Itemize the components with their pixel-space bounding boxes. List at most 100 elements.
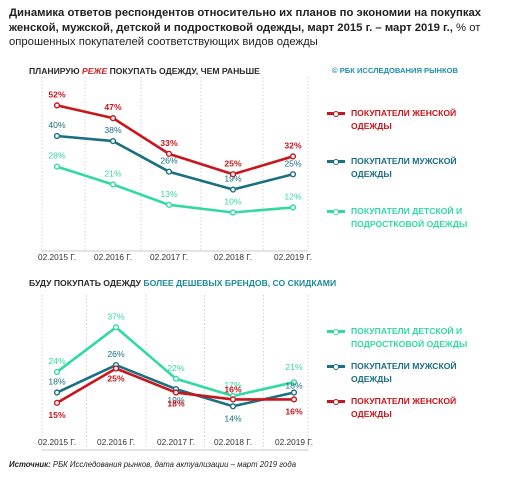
data-point bbox=[165, 201, 173, 208]
panel2-plot: 02.2015 Г. 02.2016 Г. 02.2017 Г. 02.2018 Г.… bbox=[38, 295, 313, 451]
data-label: 21% bbox=[104, 168, 122, 178]
data-label: 19% bbox=[224, 174, 242, 184]
data-label: 14% bbox=[224, 413, 242, 423]
panel-cheaper-brands: БУДУ ПОКУПАТЬ ОДЕЖДУ БОЛЕЕ ДЕШЕВЫХ БРЕНД… bbox=[12, 275, 510, 455]
legend-label-line: ОДЕЖДЫ bbox=[351, 120, 392, 131]
legend-label: ПОКУПАТЕЛИ МУЖСКОЙ ОДЕЖДЫ bbox=[351, 360, 501, 385]
data-point bbox=[290, 379, 298, 386]
data-point bbox=[289, 153, 297, 160]
legend-label-line: ПОДРОСТКОВОЙ ОДЕЖДЫ bbox=[351, 218, 468, 229]
data-point bbox=[165, 150, 173, 157]
data-label: 28% bbox=[48, 151, 66, 161]
data-point bbox=[229, 396, 237, 403]
x-tick-label: 02.2019 Г. bbox=[274, 252, 312, 262]
x-tick-label: 02.2015 Г. bbox=[38, 252, 76, 262]
data-label: 47% bbox=[104, 102, 122, 112]
data-label: 24% bbox=[48, 356, 66, 366]
chart-title-normal: % от опрошенных покупателей соответствую… bbox=[9, 21, 481, 49]
copyright: © РБК ИССЛЕДОВАНИЯ РЫНКОВ bbox=[332, 66, 459, 75]
data-label: 37% bbox=[107, 311, 125, 321]
legend-label-line: ПОДРОСТКОВОЙ ОДЕЖДЫ bbox=[351, 338, 468, 349]
data-point bbox=[109, 137, 117, 145]
data-point bbox=[112, 365, 120, 372]
data-point bbox=[53, 132, 61, 140]
data-point bbox=[290, 396, 298, 403]
data-point bbox=[53, 399, 61, 406]
legend-label-line: ПОКУПАТЕЛИ ДЕТСКОЙ И bbox=[351, 326, 463, 336]
x-tick-label: 02.2015 Г. bbox=[38, 437, 76, 447]
x-tick-label: 02.2019 Г. bbox=[275, 437, 313, 447]
data-point bbox=[289, 171, 297, 178]
data-label: 15% bbox=[48, 410, 66, 420]
legend-label-line: ОДЕЖДЫ bbox=[351, 408, 392, 419]
data-label: 21% bbox=[285, 362, 303, 372]
data-label: 13% bbox=[160, 189, 178, 199]
legend-label: ПОКУПАТЕЛИ ЖЕНСКОЙ ОДЕЖДЫ bbox=[351, 107, 501, 132]
legend-label: ПОКУПАТЕЛИ ЖЕНСКОЙ ОДЕЖДЫ bbox=[351, 395, 501, 420]
data-point bbox=[172, 375, 180, 382]
data-point bbox=[109, 115, 117, 122]
data-label: 19% bbox=[167, 395, 185, 405]
legend-label-line: ПОКУПАТЕЛИ ДЕТСКОЙ И bbox=[351, 206, 463, 216]
data-point bbox=[109, 181, 117, 188]
legend-label: ПОКУПАТЕЛИ ДЕТСКОЙ И ПОДРОСТКОВОЙ ОДЕЖДЫ bbox=[351, 205, 501, 230]
legend-label-line: ПОКУПАТЕЛИ МУЖСКОЙ bbox=[351, 361, 457, 371]
data-label: 10% bbox=[224, 197, 242, 207]
legend-swatch-dot bbox=[333, 208, 339, 215]
data-point bbox=[53, 163, 61, 170]
data-label: 25% bbox=[284, 158, 302, 168]
legend-label-line: ПОКУПАТЕЛИ ЖЕНСКОЙ bbox=[351, 108, 457, 118]
data-point bbox=[172, 389, 180, 396]
data-point bbox=[290, 389, 298, 396]
legend-swatch-dot bbox=[333, 158, 339, 165]
data-point bbox=[53, 368, 61, 376]
data-label: 17% bbox=[224, 380, 242, 390]
data-point bbox=[289, 204, 297, 211]
legend-swatch-dot bbox=[333, 363, 339, 370]
data-point bbox=[229, 186, 237, 193]
data-label: 40% bbox=[48, 120, 66, 130]
panel1-title: ПЛАНИРУЮ РЕЖЕ ПОКУПАТЬ ОДЕЖДУ, ЧЕМ РАНЬШ… bbox=[29, 66, 260, 76]
source-note: Источник: РБК Исследования рынков, дата … bbox=[9, 460, 297, 469]
legend-label: ПОКУПАТЕЛИ МУЖСКОЙ ОДЕЖДЫ bbox=[351, 155, 501, 180]
data-label: 16% bbox=[224, 384, 242, 394]
x-tick-label: 02.2017 Г. bbox=[150, 252, 188, 262]
data-label: 25% bbox=[107, 374, 125, 384]
series-line bbox=[56, 325, 295, 398]
data-label: 26% bbox=[160, 156, 178, 166]
data-label: 52% bbox=[48, 89, 66, 99]
data-label: 22% bbox=[167, 363, 185, 373]
x-tick-label: 02.2018 Г. bbox=[214, 437, 252, 447]
chart-title-bold: Динамика ответов респондентов относитель… bbox=[9, 7, 482, 34]
data-label: 25% bbox=[224, 158, 242, 168]
data-label: 12% bbox=[284, 191, 302, 201]
panel1-plot: 02.2015 Г. 02.2016 Г. 02.2017 Г. 02.2018 Г.… bbox=[38, 77, 312, 262]
data-point bbox=[229, 403, 237, 410]
chart-title: Динамика ответов респондентов относитель… bbox=[9, 6, 514, 50]
data-point bbox=[53, 102, 61, 109]
data-label: 26% bbox=[107, 349, 125, 359]
legend-label: ПОКУПАТЕЛИ ДЕТСКОЙ И ПОДРОСТКОВОЙ ОДЕЖДЫ bbox=[351, 325, 501, 350]
data-label: 16% bbox=[285, 406, 303, 416]
legend-label-line: ОДЕЖДЫ bbox=[351, 373, 392, 384]
data-point bbox=[53, 389, 61, 396]
data-label: 32% bbox=[284, 140, 302, 150]
data-point bbox=[165, 168, 173, 175]
x-tick-label: 02.2017 Г. bbox=[157, 437, 195, 447]
data-point bbox=[112, 324, 120, 331]
x-tick-label: 02.2016 Г. bbox=[94, 252, 132, 262]
data-label: 18% bbox=[285, 381, 303, 391]
legend-swatch-dot bbox=[333, 398, 339, 405]
data-point bbox=[229, 171, 237, 178]
legend-label-line: ОДЕЖДЫ bbox=[351, 168, 392, 179]
x-tick-label: 02.2018 Г. bbox=[214, 252, 252, 262]
data-point bbox=[229, 209, 237, 216]
data-label: 18% bbox=[48, 377, 66, 387]
legend-label-line: ПОКУПАТЕЛИ ЖЕНСКОЙ bbox=[351, 396, 457, 406]
data-label: 18% bbox=[167, 399, 185, 409]
x-tick-label: 02.2016 Г. bbox=[97, 437, 135, 447]
legend-swatch-dot bbox=[333, 110, 339, 117]
panel-less-often: ПЛАНИРУЮ РЕЖЕ ПОКУПАТЬ ОДЕЖДУ, ЧЕМ РАНЬШ… bbox=[12, 57, 510, 269]
legend-label-line: ПОКУПАТЕЛИ МУЖСКОЙ bbox=[351, 156, 457, 166]
data-label: 33% bbox=[160, 138, 178, 148]
